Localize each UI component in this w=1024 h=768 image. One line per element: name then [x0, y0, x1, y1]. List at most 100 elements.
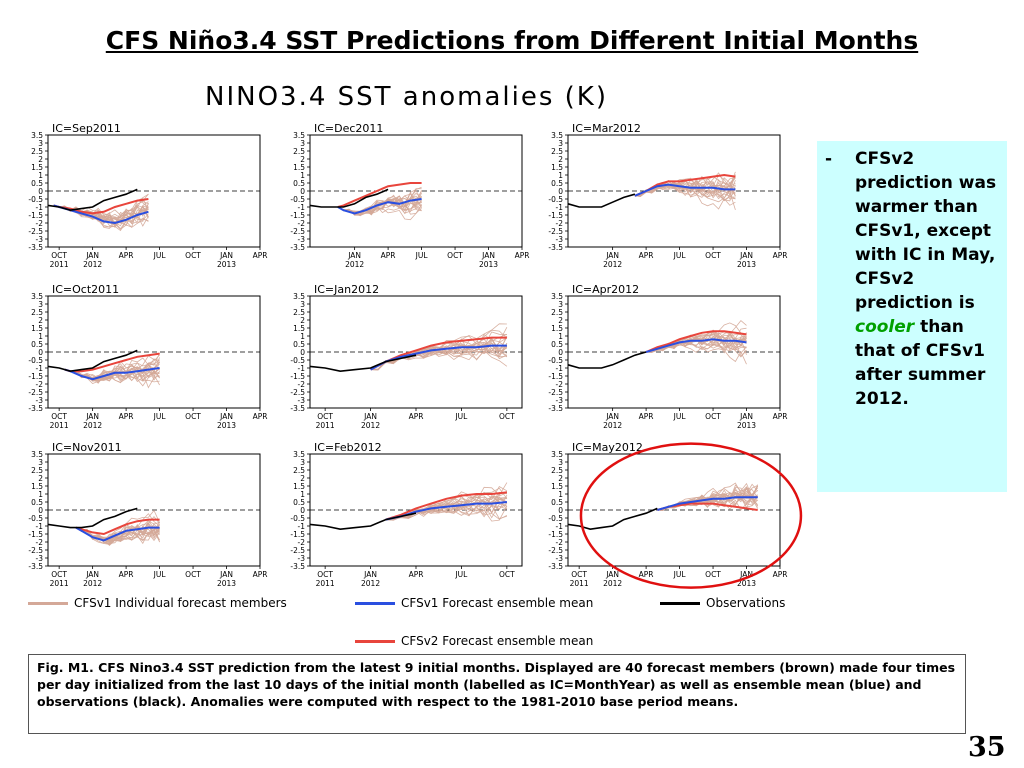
- x-tick-month: JAN: [605, 570, 619, 579]
- x-tick-month: JUL: [673, 412, 687, 421]
- legend-cfsv2-mean: CFSv2 Forecast ensemble mean: [355, 634, 593, 648]
- y-tick-label: 0.5: [293, 340, 305, 349]
- y-tick-label: 3.5: [551, 131, 563, 140]
- y-tick-label: 1.5: [293, 163, 305, 172]
- y-tick-label: 0.5: [31, 179, 43, 188]
- y-tick-label: -1.5: [290, 530, 305, 539]
- x-tick-month: APR: [253, 570, 268, 579]
- x-tick-year: 2013: [479, 260, 498, 269]
- y-tick-label: -3.5: [548, 562, 563, 571]
- x-tick-year: 2012: [361, 579, 380, 588]
- observations-line: [309, 512, 417, 531]
- y-tick-label: -2.5: [290, 227, 305, 236]
- y-tick-label: 3.5: [31, 292, 43, 301]
- cfsv2-mean-line: [645, 330, 747, 353]
- observations-line: [47, 507, 138, 529]
- y-tick-label: 1: [558, 171, 563, 180]
- y-tick-label: 3: [38, 300, 43, 309]
- y-tick-label: -2.5: [28, 388, 43, 397]
- y-tick-label: -3.5: [548, 243, 563, 252]
- x-tick-month: JAN: [605, 412, 619, 421]
- y-tick-label: -1.5: [28, 372, 43, 381]
- cfsv1-mean-line: [634, 183, 736, 197]
- x-tick-year: 2012: [83, 421, 102, 430]
- x-tick-month: APR: [381, 251, 396, 260]
- legend-label-cfsv1-mean: CFSv1 Forecast ensemble mean: [401, 596, 594, 610]
- cfsv1-mean-line: [657, 496, 758, 511]
- y-tick-label: 3.5: [293, 292, 305, 301]
- y-tick-label: -2: [36, 219, 44, 228]
- y-tick-label: -1.5: [548, 372, 563, 381]
- x-tick-year: 2013: [217, 421, 236, 430]
- x-tick-month: OCT: [447, 251, 463, 260]
- y-tick-label: -2: [298, 380, 306, 389]
- x-tick-year: 2013: [737, 260, 756, 269]
- x-tick-month: APR: [409, 412, 424, 421]
- x-tick-month: OCT: [185, 412, 201, 421]
- y-tick-label: 0.5: [293, 179, 305, 188]
- y-tick-label: -1.5: [548, 211, 563, 220]
- x-tick-month: JUL: [673, 570, 687, 579]
- y-tick-label: 0.5: [31, 340, 43, 349]
- y-tick-label: 0: [558, 506, 563, 515]
- y-tick-label: 0: [300, 506, 305, 515]
- x-tick-month: APR: [773, 251, 788, 260]
- observations-line: [567, 351, 647, 369]
- panel-title: IC=Dec2011: [314, 122, 383, 135]
- y-tick-label: 2.5: [293, 147, 305, 156]
- y-tick-label: -0.5: [548, 514, 563, 523]
- y-tick-label: 3: [38, 139, 43, 148]
- y-tick-label: 1: [558, 332, 563, 341]
- y-tick-label: 1: [300, 332, 305, 341]
- panel-title: IC=Sep2011: [52, 122, 121, 135]
- cfsv1-mean-line: [64, 367, 160, 381]
- x-tick-month: OCT: [51, 570, 67, 579]
- member-line: [634, 181, 736, 197]
- y-tick-label: 3: [558, 300, 563, 309]
- panel-title: IC=Feb2012: [314, 441, 382, 454]
- y-tick-label: 1.5: [551, 163, 563, 172]
- cfsv2-mean-line: [75, 518, 160, 536]
- x-tick-month: OCT: [705, 570, 721, 579]
- x-tick-year: 2013: [217, 579, 236, 588]
- x-tick-month: OCT: [51, 412, 67, 421]
- highlight-circle: [579, 442, 803, 589]
- x-tick-month: OCT: [499, 570, 515, 579]
- y-tick-label: -0.5: [28, 356, 43, 365]
- y-tick-label: 1: [38, 490, 43, 499]
- observations-line: [309, 354, 417, 373]
- x-tick-year: 2011: [50, 421, 69, 430]
- y-tick-label: -2.5: [548, 227, 563, 236]
- y-tick-label: -3.5: [548, 404, 563, 413]
- legend-label-members: CFSv1 Individual forecast members: [74, 596, 287, 610]
- y-tick-label: 2: [558, 474, 563, 483]
- y-tick-label: 0.5: [551, 498, 563, 507]
- x-tick-year: 2013: [737, 421, 756, 430]
- y-tick-label: -1.5: [290, 372, 305, 381]
- slide-title: CFS Niño3.4 SST Predictions from Differe…: [105, 26, 919, 55]
- x-tick-year: 2012: [603, 260, 622, 269]
- x-tick-month: JAN: [219, 570, 233, 579]
- y-tick-label: 2: [38, 155, 43, 164]
- cfsv1-mean-line: [337, 198, 422, 215]
- y-tick-label: -1: [556, 203, 564, 212]
- y-tick-label: 0: [300, 348, 305, 357]
- y-tick-label: 2.5: [551, 466, 563, 475]
- y-tick-label: 1: [38, 171, 43, 180]
- y-tick-label: -3: [298, 554, 306, 563]
- x-tick-month: JAN: [85, 570, 99, 579]
- observations-line: [47, 349, 138, 373]
- y-tick-label: 1: [300, 171, 305, 180]
- panel-title: IC=Oct2011: [52, 283, 119, 296]
- cfsv2-mean-line: [337, 182, 422, 208]
- figure-title: NINO3.4 SST anomalies (K): [205, 82, 608, 112]
- y-tick-label: -3: [36, 396, 44, 405]
- legend-label-cfsv2-mean: CFSv2 Forecast ensemble mean: [401, 634, 594, 648]
- legend-cfsv1-mean: CFSv1 Forecast ensemble mean: [355, 596, 593, 610]
- observations-line: [309, 188, 389, 208]
- x-tick-month: APR: [773, 412, 788, 421]
- x-tick-month: JAN: [363, 412, 377, 421]
- x-tick-month: APR: [515, 251, 530, 260]
- y-tick-label: 2: [300, 155, 305, 164]
